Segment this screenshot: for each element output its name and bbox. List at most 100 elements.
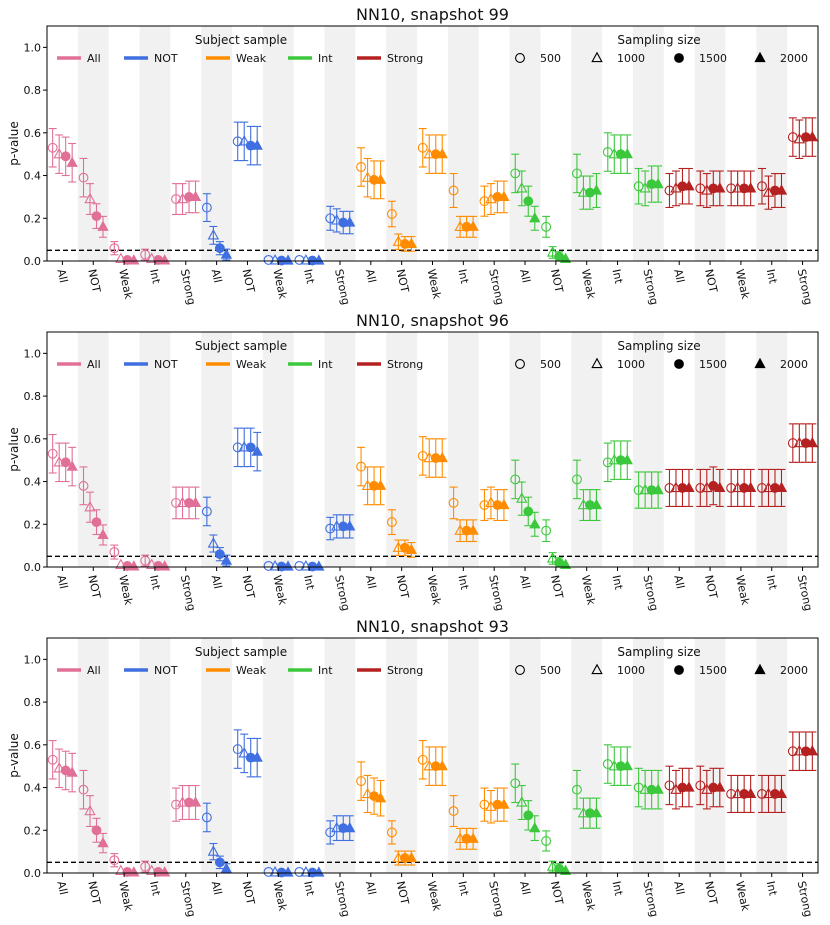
legend-size-title: Sampling size xyxy=(617,33,700,47)
data-point xyxy=(806,436,818,448)
data-point xyxy=(745,481,757,493)
shaded-band xyxy=(756,26,788,261)
data-point xyxy=(479,500,490,510)
x-tick-label: All xyxy=(671,574,687,590)
x-tick-label: NOT xyxy=(240,268,258,294)
data-point xyxy=(344,520,356,531)
data-point xyxy=(220,248,233,259)
shaded-band xyxy=(632,638,664,873)
panel-0: 0.0 0.2 0.4 0.6 0.8 1.0 All NOT Weak Int Strong All… xyxy=(7,5,819,306)
data-point xyxy=(189,796,202,807)
x-tick-label: Weak xyxy=(579,268,598,301)
data-point xyxy=(214,549,225,560)
data-point xyxy=(214,857,225,868)
data-point xyxy=(448,497,459,508)
data-point xyxy=(356,776,367,787)
data-point xyxy=(590,184,603,195)
x-tick-label: All xyxy=(363,880,379,896)
legend-subject-title: Subject sample xyxy=(195,645,287,659)
legend-size-marker xyxy=(591,663,603,675)
x-tick-label: Weak xyxy=(579,574,598,607)
data-point xyxy=(201,812,212,823)
data-point xyxy=(695,483,706,493)
data-point xyxy=(664,780,675,791)
shaded-band xyxy=(632,332,664,567)
legend-size-marker xyxy=(591,51,603,63)
data-point xyxy=(448,185,459,196)
data-point xyxy=(392,235,405,246)
data-point xyxy=(529,518,541,529)
data-point xyxy=(232,136,243,147)
data-point xyxy=(53,147,65,159)
x-tick-label: Strong xyxy=(486,574,506,612)
legend-size-label: 1500 xyxy=(699,664,727,677)
x-tick-label: Int xyxy=(610,880,626,898)
data-point xyxy=(356,162,367,172)
legend-subject-label: Strong xyxy=(387,664,423,677)
x-tick-label: Weak xyxy=(579,880,598,913)
shaded-band xyxy=(201,26,233,261)
data-point xyxy=(171,799,181,810)
y-tick-label: 0.2 xyxy=(24,518,42,531)
data-point xyxy=(516,182,528,193)
data-point xyxy=(159,560,171,571)
legend-size-label: 2000 xyxy=(780,358,808,371)
y-tick-label: 1.0 xyxy=(24,347,42,360)
y-axis-label: p-value xyxy=(7,427,21,471)
data-point xyxy=(448,806,459,816)
y-axis-label: p-value xyxy=(7,733,21,777)
data-point xyxy=(787,746,798,757)
data-point xyxy=(436,759,448,771)
y-tick-label: 0.6 xyxy=(24,433,42,446)
data-point xyxy=(541,221,552,232)
shaded-band xyxy=(632,26,664,261)
x-tick-label: Weak xyxy=(270,268,289,301)
x-tick-label: All xyxy=(363,574,379,590)
data-point xyxy=(220,554,233,565)
x-tick-label: Weak xyxy=(733,880,752,913)
x-tick-label: Weak xyxy=(733,574,752,607)
x-tick-label: NOT xyxy=(548,268,566,294)
data-point xyxy=(726,483,737,493)
legend-size-marker xyxy=(674,665,684,675)
data-point xyxy=(171,194,181,204)
y-tick-label: 0.4 xyxy=(24,170,42,183)
data-point xyxy=(806,130,818,142)
x-tick-label: Strong xyxy=(795,574,815,612)
legend-subject-title: Subject sample xyxy=(195,33,287,47)
x-tick-label: NOT xyxy=(240,574,258,600)
shaded-band xyxy=(201,638,233,873)
data-point xyxy=(84,804,96,816)
shaded-band xyxy=(139,332,171,567)
y-tick-label: 0.0 xyxy=(24,561,42,574)
data-point xyxy=(282,560,294,571)
data-point xyxy=(60,457,71,468)
data-point xyxy=(745,787,757,799)
data-point xyxy=(498,798,510,809)
chart-title: NN10, snapshot 99 xyxy=(356,5,509,24)
x-tick-label: Int xyxy=(455,268,471,286)
data-point xyxy=(467,832,479,843)
x-tick-label: All xyxy=(671,880,687,896)
y-tick-label: 0.0 xyxy=(24,867,42,880)
panel-1: 0.0 0.2 0.4 0.6 0.8 1.0 All NOT Weak Int Strong All… xyxy=(7,311,819,612)
data-point xyxy=(374,173,387,184)
data-point xyxy=(652,177,664,189)
shaded-band xyxy=(139,638,171,873)
x-tick-label: All xyxy=(54,268,70,284)
chart-title: NN10, snapshot 93 xyxy=(356,617,509,636)
legend-size-marker xyxy=(674,53,684,63)
legend-size-marker xyxy=(754,663,766,675)
data-point xyxy=(159,254,171,265)
data-point xyxy=(128,560,140,571)
data-point xyxy=(775,481,788,493)
data-point xyxy=(97,528,109,540)
data-point xyxy=(159,866,171,877)
data-point xyxy=(294,560,305,571)
data-point xyxy=(325,523,336,534)
x-tick-label: Int xyxy=(455,574,471,592)
x-tick-label: Strong xyxy=(640,574,660,612)
x-tick-label: Strong xyxy=(486,268,506,306)
data-point xyxy=(745,182,757,193)
data-point xyxy=(405,543,418,555)
